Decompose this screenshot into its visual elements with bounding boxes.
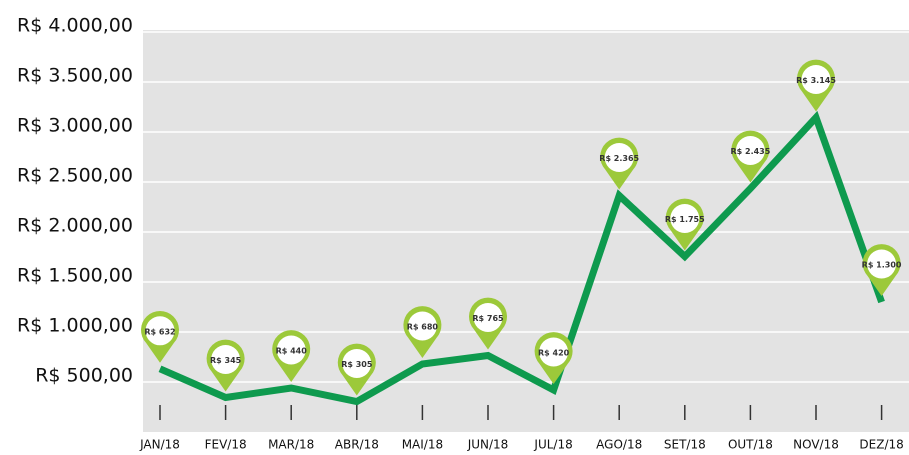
y-tick-label: R$ 2.500,00 <box>17 165 133 187</box>
marker-inner <box>276 335 306 365</box>
marker-inner <box>211 345 241 374</box>
y-tick-label: R$ 500,00 <box>35 365 133 387</box>
y-tick-label: R$ 3.000,00 <box>17 115 133 137</box>
x-tick-label: ABR/18 <box>335 438 379 452</box>
marker-inner <box>670 204 700 233</box>
x-tick-label: DEZ/18 <box>859 438 903 452</box>
x-tick-label: JAN/18 <box>139 438 180 452</box>
data-label: R$ 765 <box>472 314 504 323</box>
y-tick-label: R$ 4.000,00 <box>17 15 133 37</box>
x-tick-label: AGO/18 <box>596 438 642 452</box>
marker-inner <box>604 143 634 172</box>
data-label: R$ 632 <box>144 327 175 336</box>
marker-inner <box>407 311 437 341</box>
data-label: R$ 2.435 <box>730 147 770 156</box>
y-tick-label: R$ 3.500,00 <box>17 65 133 87</box>
plot-background <box>143 30 909 432</box>
marker-inner <box>539 337 569 367</box>
x-tick-label: JUL/18 <box>533 438 572 452</box>
data-label: R$ 345 <box>210 356 242 365</box>
marker-inner <box>473 303 503 332</box>
line <box>158 110 885 406</box>
data-label: R$ 1.300 <box>862 261 902 270</box>
x-tick-label: NOV/18 <box>793 438 839 452</box>
marker-inner <box>735 136 765 165</box>
data-label: R$ 440 <box>276 347 308 356</box>
x-tick-label: SET/18 <box>664 438 706 452</box>
data-label: R$ 1.755 <box>665 215 705 224</box>
data-label: R$ 3.145 <box>796 76 836 85</box>
x-tick-label: MAI/18 <box>402 438 443 452</box>
y-tick-label: R$ 1.000,00 <box>17 315 133 337</box>
data-label: R$ 305 <box>341 360 373 369</box>
data-label: R$ 2.365 <box>599 154 639 163</box>
data-label: R$ 420 <box>538 349 570 358</box>
marker-inner <box>801 65 831 94</box>
data-label: R$ 680 <box>407 323 439 332</box>
marker-inner <box>145 316 175 346</box>
y-tick-label: R$ 1.500,00 <box>17 265 133 287</box>
x-tick-label: MAR/18 <box>268 438 314 452</box>
y-tick-label: R$ 2.000,00 <box>17 215 133 237</box>
marker-inner <box>867 249 897 279</box>
marker-inner <box>342 349 372 378</box>
x-tick-label: FEV/18 <box>205 438 247 452</box>
x-tick-label: JUN/18 <box>467 438 509 452</box>
x-tick-label: OUT/18 <box>728 438 773 452</box>
